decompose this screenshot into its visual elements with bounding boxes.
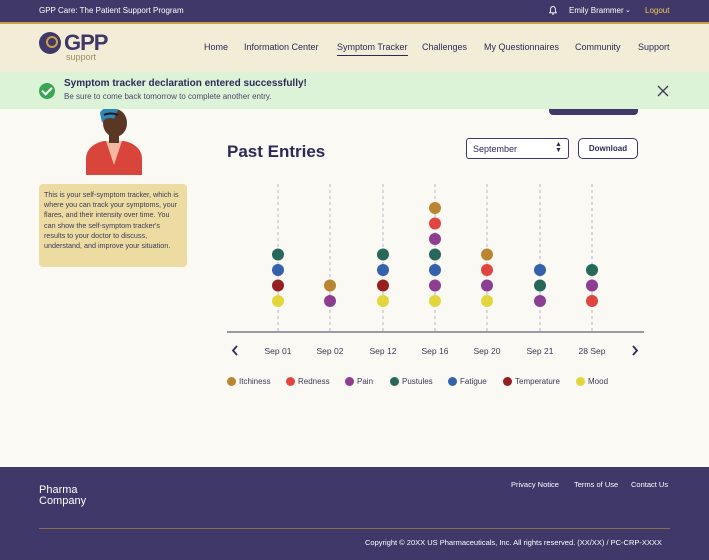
copyright-text: Copyright © 20XX US Pharmaceuticals, Inc…	[365, 538, 662, 547]
nav-information-center[interactable]: Information Center	[244, 42, 319, 52]
footer-divider	[39, 528, 670, 529]
symptom-dot-mood[interactable]	[481, 295, 493, 307]
bell-icon[interactable]	[549, 6, 557, 15]
alert-title: Symptom tracker declaration entered succ…	[64, 78, 307, 89]
legend-label-temperature: Temperature	[515, 377, 560, 386]
check-circle-icon	[39, 83, 55, 99]
symptom-dot-temperature[interactable]	[272, 279, 284, 292]
symptom-dot-redness[interactable]	[481, 264, 493, 276]
symptom-dot-pustules[interactable]	[586, 264, 598, 276]
symptom-dot-redness[interactable]	[429, 217, 441, 230]
legend-label-itchiness: Itchiness	[239, 377, 271, 386]
symptom-dot-redness[interactable]	[586, 295, 598, 307]
logo-text: GPP	[64, 30, 108, 55]
chevron-left-icon[interactable]	[231, 345, 238, 356]
symptom-dot-fatigue[interactable]	[534, 264, 546, 276]
symptom-dot-itchiness[interactable]	[429, 202, 441, 214]
logout-link[interactable]: Logout	[645, 6, 670, 15]
chevron-down-icon[interactable]: ⌄	[625, 7, 631, 14]
legend-dot-temperature	[503, 377, 512, 386]
symptom-dot-mood[interactable]	[272, 295, 284, 307]
symptom-chart: Sep 01 Sep 02 Sep 12 Sep 16 Sep 20 Sep 21 28 S…	[227, 184, 644, 356]
legend-label-redness: Redness	[298, 377, 330, 386]
date-tick-label: Sep 16	[422, 346, 449, 356]
alert-subtitle: Be sure to come back tomorrow to complet…	[64, 92, 272, 101]
logo-mark-icon	[39, 32, 61, 54]
terms-of-use-link[interactable]: Terms of Use	[574, 480, 619, 489]
symptom-dot-pain[interactable]	[429, 233, 441, 245]
symptom-dot-mood[interactable]	[377, 295, 389, 307]
legend-label-pain: Pain	[357, 377, 374, 386]
footer-brand: Pharma Company	[39, 484, 87, 507]
nav-symptom-tracker[interactable]: Symptom Tracker	[337, 42, 408, 56]
nav-home[interactable]: Home	[204, 42, 229, 52]
privacy-notice-link[interactable]: Privacy Notice	[511, 480, 559, 489]
contact-us-link[interactable]: Contact Us	[631, 480, 669, 489]
main-header: GPP support Home Information Center Symp…	[0, 24, 709, 72]
month-select[interactable]: September ▲ ▼	[466, 138, 569, 159]
month-select-value: September	[473, 144, 518, 154]
download-button[interactable]: Download	[578, 138, 638, 159]
legend-label-mood: Mood	[588, 377, 609, 386]
date-tick-label: Sep 02	[317, 346, 344, 356]
legend-dot-fatigue	[448, 377, 457, 386]
nav-challenges[interactable]: Challenges	[422, 42, 468, 52]
legend-label-pustules: Pustules	[402, 377, 433, 386]
program-title: GPP Care: The Patient Support Program	[39, 6, 184, 15]
top-bar: GPP Care: The Patient Support Program Em…	[0, 0, 709, 22]
logo-sub: support	[66, 52, 97, 62]
legend-dot-pain	[345, 377, 354, 386]
legend-label-fatigue: Fatigue	[460, 377, 487, 386]
nav-support[interactable]: Support	[638, 42, 670, 52]
symptom-dot-itchiness[interactable]	[481, 248, 493, 261]
symptom-dot-pain[interactable]	[586, 279, 598, 292]
symptom-dot-fatigue[interactable]	[429, 264, 441, 276]
symptom-dot-fatigue[interactable]	[272, 264, 284, 276]
info-box: This is your self-symptom tracker, which…	[39, 184, 187, 267]
symptom-dot-itchiness[interactable]	[324, 279, 336, 292]
obscured-button[interactable]	[549, 109, 638, 115]
legend-dot-redness	[286, 377, 295, 386]
divider	[0, 22, 709, 24]
nav-community[interactable]: Community	[575, 42, 621, 52]
avatar-illustration	[86, 109, 142, 175]
symptom-dot-fatigue[interactable]	[377, 264, 389, 276]
symptom-dot-pain[interactable]	[429, 279, 441, 292]
legend-dot-mood	[576, 377, 585, 386]
symptom-dot-pustules[interactable]	[272, 248, 284, 261]
symptom-dot-pustules[interactable]	[377, 248, 389, 261]
date-tick-label: 28 Sep	[579, 346, 606, 356]
updown-arrow-icon: ▲ ▼	[555, 141, 562, 154]
obscured-heading	[227, 107, 357, 115]
symptom-dot-pain[interactable]	[534, 295, 546, 307]
symptom-dot-pustules[interactable]	[429, 248, 441, 261]
chevron-right-icon[interactable]	[632, 345, 639, 356]
date-tick-label: Sep 12	[370, 346, 397, 356]
symptom-dot-pain[interactable]	[324, 295, 336, 307]
symptom-dot-mood[interactable]	[429, 295, 441, 307]
symptom-dot-temperature[interactable]	[377, 279, 389, 292]
past-entries-heading: Past Entries	[227, 142, 326, 161]
date-tick-label: Sep 20	[474, 346, 501, 356]
success-alert: Symptom tracker declaration entered succ…	[0, 72, 709, 109]
symptom-dot-pustules[interactable]	[534, 279, 546, 292]
nav-my-questionnaires[interactable]: My Questionnaires	[484, 42, 560, 52]
gpp-logo[interactable]: GPP support	[39, 30, 119, 64]
footer: Pharma Company Privacy Notice Terms of U…	[0, 467, 709, 560]
legend-dot-pustules	[390, 377, 399, 386]
date-tick-label: Sep 21	[527, 346, 554, 356]
symptom-dot-pain[interactable]	[481, 279, 493, 292]
date-tick-label: Sep 01	[265, 346, 292, 356]
close-icon[interactable]	[656, 84, 670, 98]
legend-dot-itchiness	[227, 377, 236, 386]
user-menu[interactable]: Emily Brammer	[569, 6, 624, 15]
